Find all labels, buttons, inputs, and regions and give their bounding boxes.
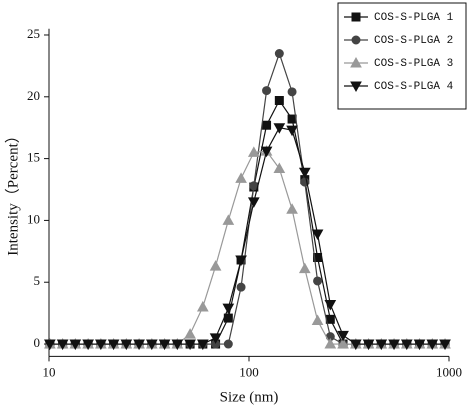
- marker: [107, 339, 120, 351]
- marker: [56, 339, 69, 351]
- marker: [349, 339, 362, 351]
- marker: [184, 328, 196, 339]
- marker: [351, 12, 361, 22]
- series-line: [49, 150, 446, 345]
- x-tick-label: 100: [239, 364, 259, 379]
- marker: [247, 146, 260, 157]
- marker: [196, 300, 209, 312]
- marker: [184, 339, 196, 351]
- marker: [273, 123, 286, 134]
- y-tick-label: 25: [27, 26, 40, 41]
- x-axis-title: Size (nm): [220, 389, 279, 405]
- marker: [350, 56, 362, 68]
- marker: [298, 262, 311, 274]
- marker: [350, 81, 362, 93]
- marker: [274, 49, 284, 59]
- marker: [223, 339, 233, 349]
- marker: [209, 333, 222, 344]
- marker: [362, 339, 375, 351]
- marker: [222, 303, 235, 315]
- marker: [324, 338, 337, 349]
- legend-label: COS-S-PLGA 1: [374, 12, 454, 24]
- legend-label: COS-S-PLGA 3: [374, 58, 453, 70]
- marker: [426, 339, 439, 351]
- marker: [351, 35, 361, 45]
- marker: [260, 146, 273, 158]
- marker: [311, 314, 324, 326]
- marker: [235, 255, 247, 267]
- marker: [262, 86, 272, 96]
- marker: [375, 339, 388, 351]
- marker: [209, 260, 222, 271]
- marker: [222, 214, 235, 225]
- marker: [274, 96, 284, 106]
- x-tick-label: 1000: [436, 364, 462, 379]
- y-tick-label: 15: [27, 150, 40, 165]
- marker: [95, 339, 107, 351]
- marker: [313, 276, 323, 286]
- marker: [439, 339, 451, 351]
- marker: [286, 203, 298, 214]
- marker: [44, 339, 56, 351]
- y-tick-label: 0: [34, 335, 41, 350]
- marker: [298, 167, 311, 179]
- marker: [287, 114, 297, 124]
- series-line: [49, 99, 446, 345]
- marker: [311, 229, 324, 241]
- marker: [196, 339, 209, 351]
- marker: [158, 339, 171, 351]
- marker: [388, 339, 400, 351]
- marker: [133, 339, 145, 351]
- y-axis-title: Intensity（Percent）: [4, 128, 21, 255]
- marker: [337, 338, 349, 349]
- y-tick-label: 5: [34, 273, 41, 288]
- marker: [400, 339, 413, 351]
- y-tick-label: 10: [27, 211, 40, 226]
- marker: [413, 339, 426, 351]
- marker: [337, 330, 349, 342]
- marker: [235, 172, 247, 183]
- x-tick-label: 10: [43, 364, 56, 379]
- marker: [247, 197, 260, 208]
- marker: [273, 162, 286, 173]
- marker: [145, 339, 158, 351]
- marker: [171, 339, 184, 351]
- marker: [69, 339, 82, 351]
- y-tick-label: 20: [27, 88, 40, 103]
- marker: [286, 125, 298, 137]
- marker: [262, 120, 272, 130]
- legend-label: COS-S-PLGA 2: [374, 35, 453, 47]
- marker: [287, 87, 297, 97]
- legend-label: COS-S-PLGA 4: [374, 81, 454, 93]
- marker: [324, 299, 337, 311]
- marker: [236, 282, 246, 292]
- marker: [120, 339, 133, 351]
- marker: [82, 339, 94, 351]
